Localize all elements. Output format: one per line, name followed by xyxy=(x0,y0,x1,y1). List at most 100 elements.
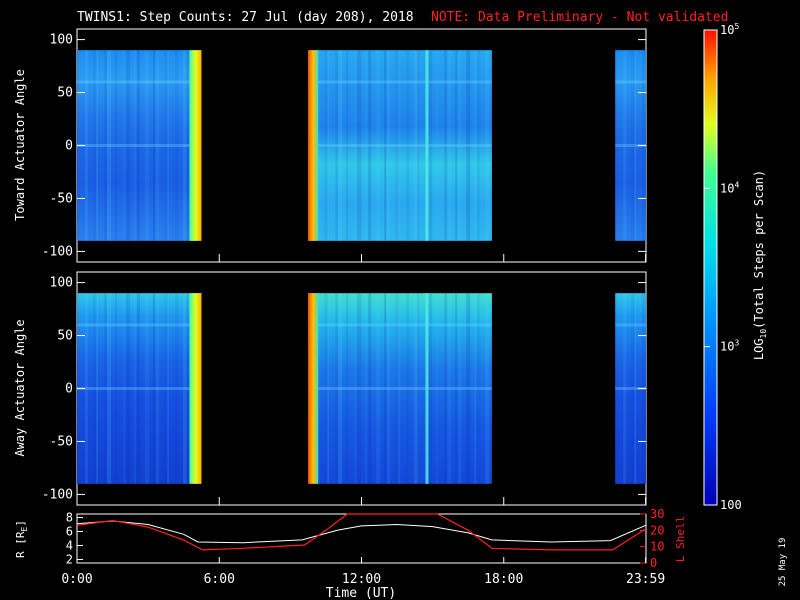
bright-streak xyxy=(425,293,429,484)
data-streak xyxy=(115,293,117,484)
colorbar: 100 103 104 105 LOG10(Total Steps per Scan) xyxy=(703,22,768,512)
data-streak xyxy=(357,50,362,241)
data-streak xyxy=(327,50,330,241)
data-streak xyxy=(376,50,381,241)
data-streak xyxy=(335,293,339,484)
y-tick-label: 4 xyxy=(66,539,73,553)
data-streak xyxy=(153,293,155,484)
y-tick-label: -100 xyxy=(42,487,73,502)
colorbar-ticks: 100 103 104 105 xyxy=(704,22,742,512)
data-streak xyxy=(395,50,400,241)
data-streak xyxy=(466,50,471,241)
data-streak xyxy=(398,293,401,484)
data-streak xyxy=(444,293,448,484)
y-tick-label: 6 xyxy=(66,525,73,539)
toward-y-ticks: -100 -50 0 50 100 xyxy=(42,33,646,259)
y-tick-label: 0 xyxy=(65,139,73,154)
data-streak xyxy=(137,293,140,484)
data-streak xyxy=(458,293,462,484)
data-streak xyxy=(634,50,637,241)
data-streak xyxy=(338,50,343,241)
x-tick-label: 18:00 xyxy=(484,572,523,587)
data-streak xyxy=(365,50,368,241)
x-tick-label: 0:00 xyxy=(61,572,92,587)
away-data-blocks xyxy=(77,293,646,484)
data-streak xyxy=(428,50,433,241)
data-streak xyxy=(447,293,452,484)
data-streak xyxy=(436,50,439,241)
data-streak xyxy=(474,293,477,484)
data-streak xyxy=(485,50,490,241)
data-streak xyxy=(324,293,329,484)
data-streak xyxy=(85,50,88,241)
hot-edge xyxy=(308,50,319,241)
data-streak xyxy=(623,50,627,241)
data-streak xyxy=(324,50,329,241)
data-streak xyxy=(417,50,420,241)
data-block xyxy=(77,293,202,484)
x-tick-label: 12:00 xyxy=(342,572,381,587)
angle-band xyxy=(615,80,646,84)
orbit-frame xyxy=(76,513,647,564)
data-streak xyxy=(134,293,136,484)
away-x-ticks xyxy=(76,497,647,505)
data-streak xyxy=(164,293,168,484)
orbit-x-ticks: 0:00 6:00 12:00 18:00 23:59 xyxy=(61,557,665,587)
data-streak xyxy=(436,293,439,484)
data-streak xyxy=(186,50,188,241)
data-streak xyxy=(93,50,97,241)
data-streak xyxy=(183,50,187,241)
data-streak xyxy=(406,50,410,241)
y-tick-label: 8 xyxy=(66,511,73,525)
data-streak xyxy=(153,50,155,241)
data-streak xyxy=(145,293,149,484)
data-streak xyxy=(134,50,136,241)
data-streak xyxy=(387,50,391,241)
data-streak xyxy=(93,293,97,484)
data-streak xyxy=(107,293,111,484)
hot-edge xyxy=(308,293,319,484)
data-streak xyxy=(335,50,339,241)
hot-edge xyxy=(189,50,202,241)
y-tick-label: -50 xyxy=(50,434,73,449)
hot-edge xyxy=(189,293,202,484)
orbit-right-axis-label: L Shell xyxy=(674,516,687,562)
angle-band xyxy=(308,387,492,390)
data-streak xyxy=(477,50,481,241)
data-streak xyxy=(104,293,107,484)
data-streak xyxy=(123,293,126,484)
panel-toward-heatmap: -100 -50 0 50 100 Toward Actuator Angle xyxy=(13,28,647,263)
data-streak xyxy=(631,50,636,241)
angle-band xyxy=(77,323,202,327)
data-streak xyxy=(466,293,471,484)
y-tick-label: 2 xyxy=(66,553,73,567)
data-streak xyxy=(156,50,159,241)
data-streak xyxy=(384,50,387,241)
data-streak xyxy=(447,50,452,241)
data-streak xyxy=(368,50,372,241)
data-block xyxy=(77,50,202,241)
x-axis-label: Time (UT) xyxy=(326,586,396,600)
data-streak xyxy=(357,293,362,484)
colorbar-label: LOG10(Total Steps per Scan) xyxy=(752,170,768,360)
panel-away-heatmap: -100 -50 0 50 100 Away Actuator Angle xyxy=(13,271,647,506)
data-streak xyxy=(167,50,169,241)
preliminary-note: NOTE: Data Preliminary - Not validated xyxy=(431,10,728,25)
data-streak xyxy=(455,293,458,484)
orbit-right-ticks: 0 10 20 30 xyxy=(640,507,664,570)
data-streak xyxy=(485,293,490,484)
series-r-line xyxy=(76,520,647,544)
angle-band xyxy=(615,387,646,390)
data-streak xyxy=(123,50,126,241)
data-streak xyxy=(623,293,627,484)
data-streak xyxy=(126,50,130,241)
y-tick-right-label: 20 xyxy=(650,523,664,537)
data-streak xyxy=(458,50,462,241)
data-block xyxy=(308,293,492,484)
data-streak xyxy=(615,293,618,484)
chart-title: TWINS1: Step Counts: 27 Jul (day 208), 2… xyxy=(77,10,414,25)
data-streak xyxy=(137,50,140,241)
